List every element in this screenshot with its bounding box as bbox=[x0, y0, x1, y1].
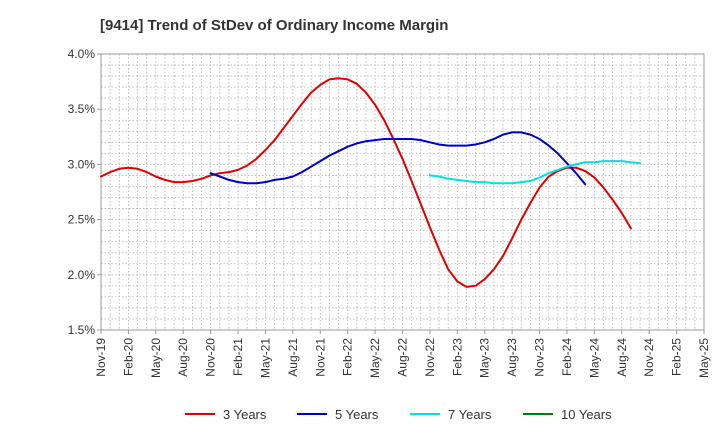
x-tick-label: Nov-19 bbox=[94, 338, 108, 377]
x-tick-label: May-25 bbox=[697, 338, 711, 378]
series-lines bbox=[100, 77, 641, 288]
x-tick-label: Feb-20 bbox=[121, 338, 135, 376]
x-tick-label: May-24 bbox=[587, 338, 601, 378]
x-tick-label: May-20 bbox=[149, 338, 163, 378]
series-line-7-years bbox=[428, 160, 641, 185]
x-tick-label: Aug-22 bbox=[396, 338, 410, 377]
x-tick-label: Aug-24 bbox=[615, 338, 629, 377]
legend-label-10-years: 10 Years bbox=[561, 407, 612, 422]
x-tick-label: Feb-21 bbox=[231, 338, 245, 376]
y-tick-label: 2.5% bbox=[68, 213, 96, 227]
x-tick-label: Aug-20 bbox=[176, 338, 190, 377]
x-tick-label: Feb-25 bbox=[670, 338, 684, 376]
legend-label-3-years: 3 Years bbox=[223, 407, 267, 422]
x-tick-label: May-21 bbox=[258, 338, 272, 378]
x-tick-label: Nov-20 bbox=[204, 338, 218, 377]
grid bbox=[100, 53, 705, 331]
x-tick-label: May-22 bbox=[368, 338, 382, 378]
y-tick-label: 4.0% bbox=[68, 47, 96, 61]
y-tick-label: 3.0% bbox=[68, 157, 96, 171]
legend: 3 Years 5 Years 7 Years 10 Years bbox=[185, 407, 612, 422]
x-tick-label: Feb-23 bbox=[450, 338, 464, 376]
legend-label-7-years: 7 Years bbox=[448, 407, 492, 422]
x-tick-label: Nov-21 bbox=[313, 338, 327, 377]
x-axis: Nov-19 Feb-20 May-20 Aug-20 Nov-20 Feb-21 May-… bbox=[94, 330, 711, 378]
x-tick-label: Nov-22 bbox=[423, 338, 437, 377]
x-tick-label: Feb-22 bbox=[341, 338, 355, 376]
x-tick-label: Aug-23 bbox=[505, 338, 519, 377]
x-tick-label: Aug-21 bbox=[286, 338, 300, 377]
y-tick-label: 2.0% bbox=[68, 268, 96, 282]
x-tick-label: May-23 bbox=[478, 338, 492, 378]
series-line-5-years bbox=[209, 131, 587, 186]
y-axis: 1.5% 2.0% 2.5% 3.0% 3.5% 4.0% bbox=[68, 47, 101, 337]
series-line-3-years bbox=[100, 77, 632, 288]
y-tick-label: 1.5% bbox=[68, 323, 96, 337]
legend-label-5-years: 5 Years bbox=[335, 407, 379, 422]
chart-title: [9414] Trend of StDev of Ordinary Income… bbox=[100, 17, 448, 34]
x-tick-label: Nov-23 bbox=[533, 338, 547, 377]
x-tick-label: Feb-24 bbox=[560, 338, 574, 376]
y-tick-label: 3.5% bbox=[68, 102, 96, 116]
x-tick-label: Nov-24 bbox=[642, 338, 656, 377]
